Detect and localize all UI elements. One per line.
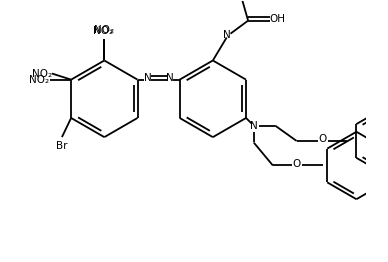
Text: OH: OH xyxy=(269,14,285,24)
Text: O: O xyxy=(319,134,327,144)
Text: NO₂: NO₂ xyxy=(32,68,52,79)
Text: N: N xyxy=(223,30,230,40)
Text: N: N xyxy=(166,73,173,83)
Text: O: O xyxy=(293,159,301,169)
Text: NO₂: NO₂ xyxy=(94,25,114,35)
Text: NO₂: NO₂ xyxy=(93,26,113,36)
Text: Br: Br xyxy=(56,141,68,151)
Text: N: N xyxy=(144,73,151,83)
Text: NO₂: NO₂ xyxy=(29,75,49,85)
Text: N: N xyxy=(250,121,258,131)
